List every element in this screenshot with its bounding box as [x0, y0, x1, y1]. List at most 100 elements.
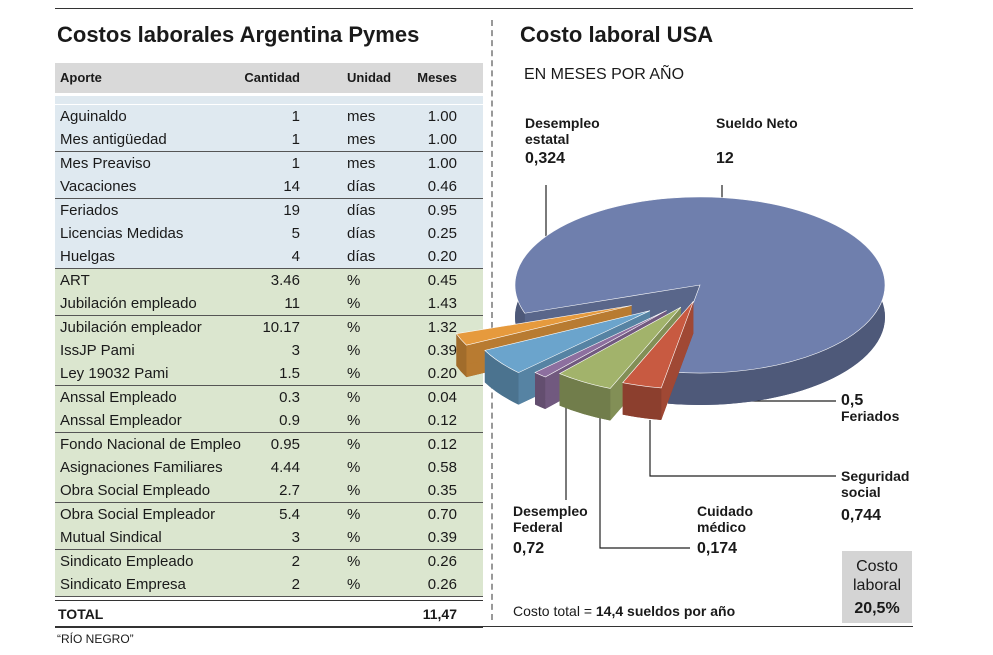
table-row: Obra Social Empleador 5.4% 0.70	[55, 502, 483, 527]
slice-side	[622, 382, 662, 420]
table-cell: ART	[60, 271, 90, 289]
table-cell: 1	[291, 108, 300, 125]
table-cell: 19	[283, 201, 300, 219]
table-header: Aporte Cantidad Unidad Meses	[55, 63, 483, 93]
table-cell: 3	[291, 342, 300, 359]
table-row: IssJP Pami 3% 0.39	[55, 339, 483, 363]
table-cell: 0.58	[427, 459, 457, 476]
header-cell: Meses	[417, 70, 457, 85]
total-row: TOTAL 11,47	[55, 600, 483, 628]
table-cell: Aguinaldo	[60, 108, 127, 125]
table-cell: 0.12	[427, 412, 457, 430]
table-cell: %	[347, 412, 361, 430]
table-cell: días	[347, 201, 376, 219]
spacer	[55, 96, 483, 104]
table-row: Mutual Sindical 3% 0.39	[55, 526, 483, 551]
table-cell: Feriados	[60, 201, 119, 219]
table-cell: 0.20	[427, 248, 457, 266]
slice-value: 0,324	[525, 150, 566, 167]
table-cell: Ley 19032 Pami	[60, 365, 169, 383]
table-row: Anssal Empleado 0.3% 0.04	[55, 385, 483, 410]
slice-side	[456, 333, 467, 378]
total-note-emphasis: 14,4 sueldos por año	[595, 603, 736, 619]
slice-value: 0,72	[513, 540, 545, 557]
table-cell: 0.39	[427, 529, 457, 547]
cost-box: Costo laboral 20,5%	[842, 551, 912, 623]
table-row: Ley 19032 Pami 1.5% 0.20	[55, 362, 483, 387]
table-cell: %	[347, 459, 361, 476]
table-cell: %	[347, 295, 361, 313]
slice-top	[484, 310, 651, 373]
table-cell: 2	[291, 576, 300, 593]
table-cell: %	[347, 505, 361, 523]
header-cell: Aporte	[60, 70, 102, 85]
slice-label: Desempleo Federal	[513, 503, 588, 535]
table-row: ART 3.46% 0.45	[55, 268, 483, 293]
slice-top	[455, 305, 632, 346]
slice-value: 0,744	[841, 507, 882, 524]
table-cell: 11	[284, 295, 300, 313]
slice-value: 12	[716, 150, 734, 167]
table-cell: 0.9	[279, 412, 300, 430]
table-cell: 5	[291, 225, 300, 242]
table-cell: 0.12	[427, 435, 457, 453]
table-cell: 1.43	[427, 295, 457, 313]
table-cell: %	[347, 388, 361, 406]
total-note-prefix: Costo total =	[513, 603, 592, 619]
table-cell: 0.95	[270, 435, 300, 453]
table-cell: mes	[347, 131, 376, 149]
total-note: Costo total = 14,4 sueldos por año	[513, 603, 735, 619]
cost-box-value: 20,5%	[854, 600, 900, 617]
table-row: Jubilación empleado 11% 1.43	[55, 292, 483, 317]
table-cell: 3.46	[270, 271, 300, 289]
slice-label: Sueldo Neto	[716, 115, 798, 131]
table-cell: Mes Preaviso	[60, 154, 151, 172]
table-cell: %	[347, 342, 361, 359]
table-cell: 5.4	[279, 505, 300, 523]
slice-value: 0,174	[697, 540, 738, 557]
table-cell: Jubilación empleado	[60, 295, 197, 313]
table-cell: mes	[347, 154, 376, 172]
table-cell: Mes antigüedad	[60, 131, 167, 149]
table-cell: %	[347, 529, 361, 547]
header-cell: Unidad	[347, 70, 392, 85]
table-cell: Jubilación empleador	[60, 318, 202, 336]
table-row: Fondo Nacional de Empleo 0.95% 0.12	[55, 432, 483, 457]
table-row: Feriados 19 días 0.95	[55, 198, 483, 223]
table-cell: 0.35	[427, 482, 457, 500]
table-cell: 14	[283, 178, 300, 196]
table-cell: 1.5	[279, 365, 300, 383]
table-cell: Sindicato Empresa	[60, 576, 186, 593]
table-cell: Licencias Medidas	[60, 225, 184, 242]
table-cell: %	[347, 365, 361, 383]
bottom-rule	[55, 626, 913, 627]
table-cell: días	[347, 225, 376, 242]
table-cell: 4	[291, 248, 300, 266]
table-cell: Asignaciones Familiares	[60, 459, 223, 476]
slice-side	[484, 350, 519, 405]
slice-value: 0,5	[841, 392, 864, 409]
table-row: Huelgas 4 días 0.20	[55, 245, 483, 270]
table-title: Costos laborales Argentina Pymes	[57, 22, 420, 47]
table-cell: días	[347, 248, 376, 266]
table-cell: %	[347, 271, 361, 289]
table-cell: 0.39	[427, 342, 457, 359]
table-row: Mes Preaviso 1 mes 1.00	[55, 151, 483, 176]
table-cell: 0.25	[427, 225, 457, 242]
table-cell: días	[347, 178, 376, 196]
chart-title: Costo laboral USA	[520, 22, 714, 47]
table-cell: 1.00	[427, 131, 457, 149]
table-cell: %	[347, 318, 361, 336]
table-cell: Anssal Empleado	[60, 388, 177, 406]
slice-label: Desempleo estatal	[525, 115, 600, 147]
slice-label: Feriados	[841, 408, 900, 424]
header-cell: Cantidad	[244, 70, 300, 85]
table-row: Mes antigüedad 1 mes 1.00	[55, 128, 483, 153]
table-cell: 1.32	[427, 318, 457, 336]
table-cell: 1.00	[427, 154, 457, 172]
table-row: Sindicato Empresa 2% 0.26	[55, 573, 483, 597]
table-cell: 0.26	[427, 552, 457, 570]
table-cell: %	[347, 435, 361, 453]
